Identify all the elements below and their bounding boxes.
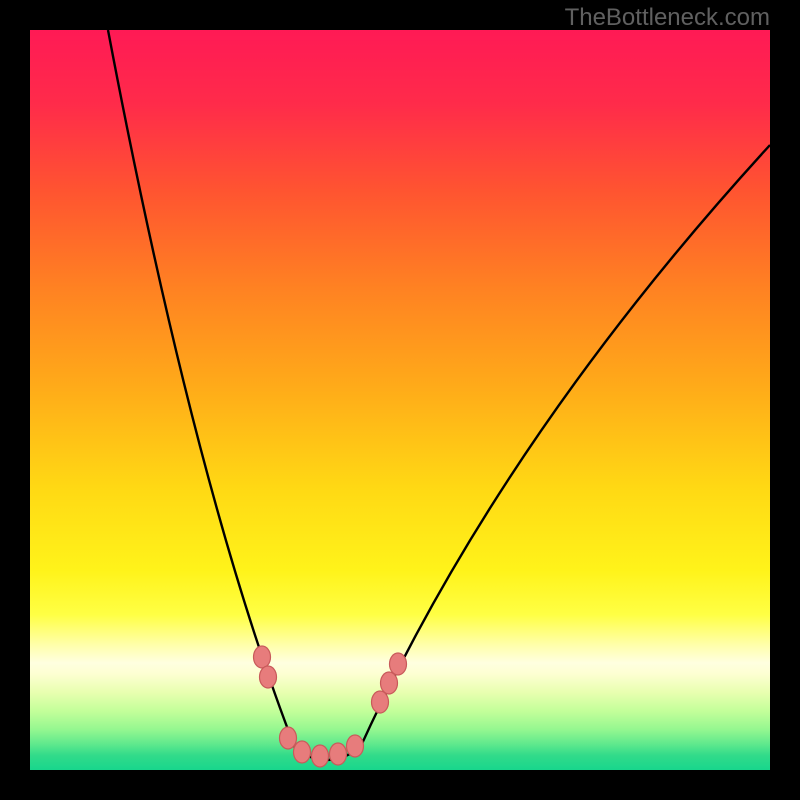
data-marker: [381, 672, 398, 694]
data-marker: [312, 745, 329, 767]
watermark-text: TheBottleneck.com: [565, 4, 770, 32]
data-marker: [260, 666, 277, 688]
data-marker: [280, 727, 297, 749]
data-marker: [254, 646, 271, 668]
plot-area: [30, 30, 770, 770]
data-marker: [330, 743, 347, 765]
data-marker: [294, 741, 311, 763]
data-marker: [390, 653, 407, 675]
data-marker: [372, 691, 389, 713]
data-marker: [347, 735, 364, 757]
